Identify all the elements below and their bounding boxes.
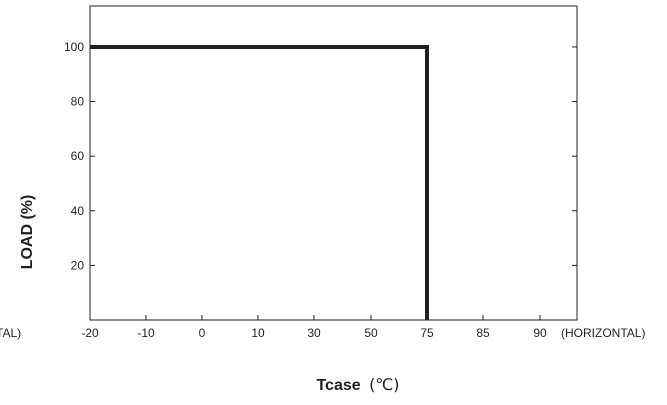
x-axis-note-left: TAL)	[0, 326, 21, 340]
x-tick-label: 75	[420, 326, 434, 340]
y-tick-label: 80	[71, 95, 85, 109]
x-tick-label: 0	[199, 326, 206, 340]
series-line	[90, 44, 429, 320]
y-axis: 20 40 60 80 100	[64, 40, 577, 272]
x-axis: -20 -10 0 10 30 50 75 85 90	[81, 315, 547, 340]
x-tick-label: 90	[533, 326, 547, 340]
x-axis-note-right: (HORIZONTAL)	[561, 326, 645, 340]
series-group	[90, 44, 429, 320]
x-axis-title-text: Tcase	[316, 377, 360, 394]
x-tick-label: -20	[81, 326, 99, 340]
y-tick-label: 40	[71, 204, 85, 218]
y-tick-label: 60	[71, 149, 85, 163]
x-tick-label: 30	[307, 326, 321, 340]
x-axis-title-unit: (℃)	[369, 375, 399, 394]
x-tick-label: 10	[251, 326, 265, 340]
y-tick-label: 100	[64, 40, 84, 54]
x-tick-label: 85	[476, 326, 490, 340]
x-axis-title: Tcase (℃)	[316, 375, 399, 394]
x-tick-label: -10	[137, 326, 155, 340]
x-tick-label: 50	[364, 326, 378, 340]
plot-frame	[89, 5, 578, 321]
plot-area	[89, 5, 578, 321]
y-tick-label: 20	[71, 258, 85, 272]
y-axis-title: LOAD (%)	[19, 195, 36, 270]
